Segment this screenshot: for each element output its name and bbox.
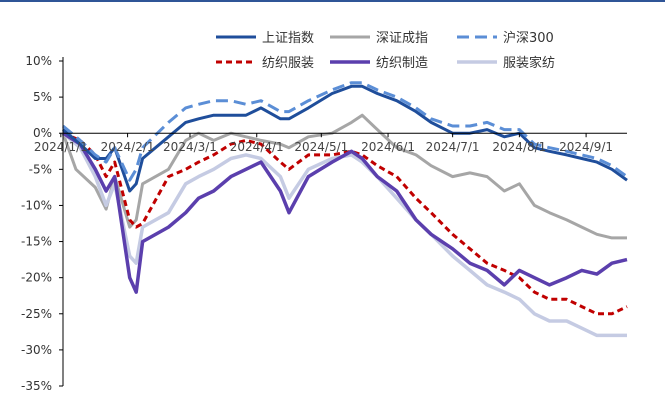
y-tick-label-1: 5% bbox=[33, 90, 52, 104]
legend-label-5: 服装家纺 bbox=[503, 55, 555, 71]
x-tick-label-0: 2024/1/1 bbox=[34, 140, 88, 154]
x-tick-label-4: 2024/5/1 bbox=[294, 140, 348, 154]
series-line-2 bbox=[62, 81, 628, 182]
y-tick-labels: 10% 5% 0% -5% -10% -15% -20% -25% -30% -35% bbox=[21, 54, 52, 393]
y-tick-label-3: -5% bbox=[29, 162, 52, 176]
y-tick-label-7: -25% bbox=[21, 307, 52, 321]
legend-label-3: 纺织服装 bbox=[262, 56, 314, 71]
x-tick-label-7: 2024/8/1 bbox=[492, 140, 546, 154]
series-line-0 bbox=[62, 84, 628, 193]
legend-label-1: 深证成指 bbox=[376, 31, 428, 46]
x-tick-label-2: 2024/3/1 bbox=[163, 140, 217, 154]
y-tick-label-4: -10% bbox=[21, 198, 52, 212]
legend: 上证指数 深证成指 沪深300 纺织服装 纺织制造 服装家纺 bbox=[216, 30, 555, 71]
x-tick-label-5: 2024/6/1 bbox=[361, 140, 415, 154]
top-rule bbox=[0, 0, 665, 2]
legend-label-2: 沪深300 bbox=[503, 30, 554, 46]
y-tick-label-5: -15% bbox=[21, 235, 52, 249]
legend-label-4: 纺织制造 bbox=[376, 56, 428, 71]
x-tick-labels: 2024/1/1 2024/2/1 2024/3/1 2024/4/1 2024/5/1… bbox=[34, 140, 613, 154]
y-tick-label-0: 10% bbox=[25, 54, 52, 68]
x-tick-label-1: 2024/2/1 bbox=[101, 140, 155, 154]
y-tick-label-8: -30% bbox=[21, 343, 52, 357]
series-line-4 bbox=[62, 131, 628, 294]
axis-layer bbox=[59, 57, 627, 387]
y-tick-label-6: -20% bbox=[21, 271, 52, 285]
y-tick-label-9: -35% bbox=[21, 379, 52, 393]
x-tick-label-6: 2024/7/1 bbox=[426, 140, 480, 154]
series-layer bbox=[61, 81, 628, 338]
series-line-3 bbox=[62, 131, 628, 316]
legend-label-0: 上证指数 bbox=[262, 31, 314, 46]
series-line-5 bbox=[61, 131, 627, 338]
x-tick-label-8: 2024/9/1 bbox=[559, 140, 613, 154]
y-tick-label-2: 0% bbox=[33, 126, 52, 140]
x-tick-label-3: 2024/4/1 bbox=[230, 140, 284, 154]
